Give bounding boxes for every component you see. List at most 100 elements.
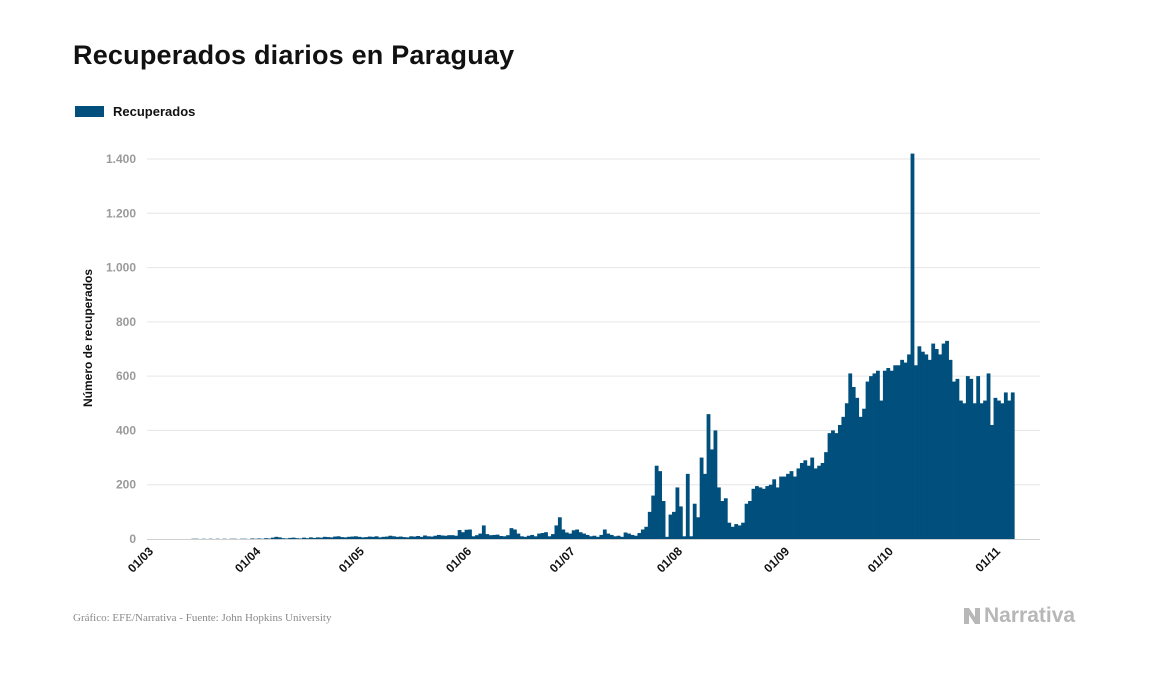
bar xyxy=(599,534,604,539)
bar xyxy=(326,537,331,539)
grid-lines xyxy=(147,158,1040,486)
bar xyxy=(609,534,614,539)
x-tick-label: 01/09 xyxy=(761,544,792,575)
bar xyxy=(803,460,808,539)
bar xyxy=(454,535,459,539)
bar xyxy=(941,343,946,539)
bar xyxy=(602,529,607,539)
bar xyxy=(447,535,452,539)
bar xyxy=(585,534,590,539)
bar xyxy=(295,538,300,539)
bar xyxy=(378,537,382,539)
bar xyxy=(817,465,822,539)
bar xyxy=(848,373,853,539)
bar xyxy=(682,536,687,539)
x-tick-label: 01/04 xyxy=(232,544,263,575)
bar xyxy=(436,534,441,539)
bar xyxy=(499,536,503,539)
bar xyxy=(336,536,341,539)
bar xyxy=(799,463,804,539)
bar xyxy=(547,536,552,539)
bar xyxy=(582,533,586,539)
bar xyxy=(910,153,915,539)
x-tick-label: 01/06 xyxy=(443,544,474,575)
bar xyxy=(347,536,351,539)
bar xyxy=(703,473,707,539)
bar xyxy=(1003,392,1008,539)
bar xyxy=(474,535,479,539)
bar xyxy=(1000,403,1005,539)
bar xyxy=(831,430,835,539)
bar xyxy=(305,538,310,539)
bar xyxy=(689,536,694,539)
bar xyxy=(340,537,344,539)
bar xyxy=(872,373,877,539)
bar xyxy=(450,535,455,539)
bar xyxy=(592,535,597,539)
bar xyxy=(692,503,697,539)
bar xyxy=(516,533,521,539)
bar xyxy=(761,488,766,539)
bar xyxy=(972,403,977,539)
bar xyxy=(730,526,735,539)
x-tick-label: 01/10 xyxy=(865,544,896,575)
y-tick-label: 0 xyxy=(129,532,136,546)
bar xyxy=(277,537,282,539)
bar xyxy=(834,433,839,539)
bar xyxy=(464,529,469,539)
x-axis-ticks: 01/03 01/04 01/05 01/06 01/07 01/08 01/09 01/10… xyxy=(125,544,1003,575)
bar xyxy=(969,378,974,539)
bar xyxy=(357,536,362,539)
source-note: Gráfico: EFE/Narrativa - Fuente: John Ho… xyxy=(73,612,332,624)
bar xyxy=(433,535,438,539)
bar xyxy=(509,528,514,539)
bar xyxy=(309,537,313,539)
bar xyxy=(589,536,593,539)
bar xyxy=(789,471,794,539)
brand-name: Narrativa xyxy=(984,604,1076,627)
bar xyxy=(654,465,659,539)
bar xyxy=(744,503,749,539)
bar xyxy=(540,533,545,539)
bar xyxy=(827,433,832,539)
bar xyxy=(758,487,763,539)
bar xyxy=(851,387,856,539)
x-tick-label: 01/07 xyxy=(547,544,578,575)
bar xyxy=(765,486,770,539)
bar xyxy=(882,370,887,539)
bar xyxy=(661,501,666,539)
bar xyxy=(274,536,279,539)
bar xyxy=(284,538,289,539)
bar xyxy=(506,535,510,539)
bar xyxy=(468,529,472,539)
bar xyxy=(716,487,721,539)
bar xyxy=(416,536,421,539)
bar xyxy=(862,408,866,539)
bar xyxy=(665,536,669,539)
bar xyxy=(1007,400,1012,539)
bar xyxy=(824,452,828,539)
bar xyxy=(333,536,338,539)
bar xyxy=(651,495,656,539)
bar xyxy=(672,511,676,539)
bar xyxy=(837,425,842,539)
bar xyxy=(900,359,905,539)
bar xyxy=(250,538,255,539)
bar xyxy=(893,365,898,539)
bar xyxy=(526,535,531,539)
bar xyxy=(986,373,991,539)
bar xyxy=(492,534,497,539)
bar xyxy=(402,537,407,539)
bar xyxy=(481,525,486,539)
bar xyxy=(430,536,434,539)
bar xyxy=(488,535,493,539)
bar xyxy=(302,537,306,539)
bar xyxy=(519,536,524,539)
bar xyxy=(865,381,870,539)
bar xyxy=(979,403,984,539)
bar xyxy=(938,354,943,539)
bar xyxy=(634,535,638,539)
y-tick-label: 1.200 xyxy=(106,206,136,220)
bar xyxy=(962,403,967,539)
